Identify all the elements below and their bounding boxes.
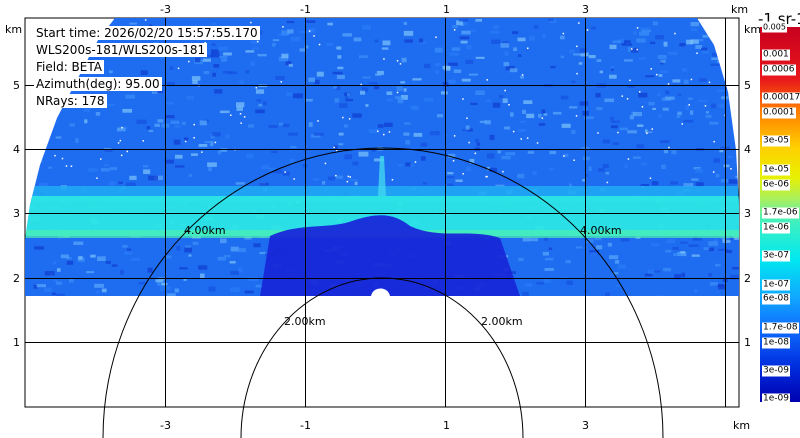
colorbar-label: 0.001 (762, 49, 790, 61)
x-tick-bottom: 3 (582, 419, 589, 432)
x-tick-bottom: 1 (443, 419, 450, 432)
x-tick-bottom: -3 (160, 419, 171, 432)
range-ring-4km (102, 147, 664, 438)
y-tick-left: 3 (13, 207, 20, 220)
colorbar-label: 6e-06 (762, 179, 790, 191)
colorbar-label: 1e-08 (762, 337, 790, 349)
x-axis-unit-top: km (731, 3, 748, 16)
colorbar-label: 0.005 (762, 21, 787, 33)
start-time-text: Start time: 2026/02/20 15:57:55.170 (34, 26, 260, 40)
nrays-text: NRays: 178 (34, 94, 107, 108)
y-tick-right: 5 (744, 79, 751, 92)
colorbar-label: 0.0001 (762, 107, 796, 119)
colorbar-label: 3e-07 (762, 250, 790, 262)
y-tick-left: 1 (13, 336, 20, 349)
range-rings (102, 147, 664, 438)
colorbar-label: 3e-09 (762, 365, 790, 377)
colorbar-label: 1.7e-06 (762, 207, 799, 219)
y-tick-right: 4 (744, 143, 751, 156)
colorbar-label: 6e-08 (762, 293, 790, 305)
colorbar-label: 0.0006 (762, 64, 796, 76)
ring-label-4km-left: 4.00km (184, 224, 226, 237)
y-tick-left: 2 (13, 272, 20, 285)
x-tick-top: -3 (160, 3, 171, 16)
colorbar-label: 1e-09 (762, 393, 790, 405)
y-tick-right: 3 (744, 207, 751, 220)
x-axis-unit-bottom: km (733, 419, 750, 432)
field-text: Field: BETA (34, 60, 104, 74)
y-tick-left: 4 (13, 143, 20, 156)
scan-info-panel: Start time: 2026/02/20 15:57:55.170 WLS2… (34, 25, 260, 110)
y-axis-unit-left: km (5, 23, 22, 36)
ring-label-2km-left: 2.00km (284, 315, 326, 328)
ring-label-4km-right: 4.00km (580, 224, 622, 237)
x-tick-top: -1 (300, 3, 311, 16)
y-axis-unit-right: km (744, 23, 761, 36)
azimuth-text: Azimuth(deg): 95.00 (34, 77, 162, 91)
ring-label-2km-right: 2.00km (481, 315, 523, 328)
colorbar-label: 0.00017 (762, 92, 800, 104)
colorbar-label: 1e-07 (762, 279, 790, 291)
beta-field-fan (25, 18, 739, 296)
y-tick-left: 5 (13, 79, 20, 92)
colorbar-label: 1e-05 (762, 164, 790, 176)
y-tick-right: 2 (744, 272, 751, 285)
instrument-text: WLS200s-181/WLS200s-181 (34, 43, 208, 57)
colorbar-label: 1e-06 (762, 222, 790, 234)
colorbar-label: 1.7e-08 (762, 322, 799, 334)
x-tick-bottom: -1 (300, 419, 311, 432)
colorbar-label: 3e-05 (762, 135, 790, 147)
y-tick-right: 1 (744, 336, 751, 349)
x-tick-top: 3 (582, 3, 589, 16)
range-ring-2km (240, 277, 524, 438)
x-tick-top: 1 (443, 3, 450, 16)
